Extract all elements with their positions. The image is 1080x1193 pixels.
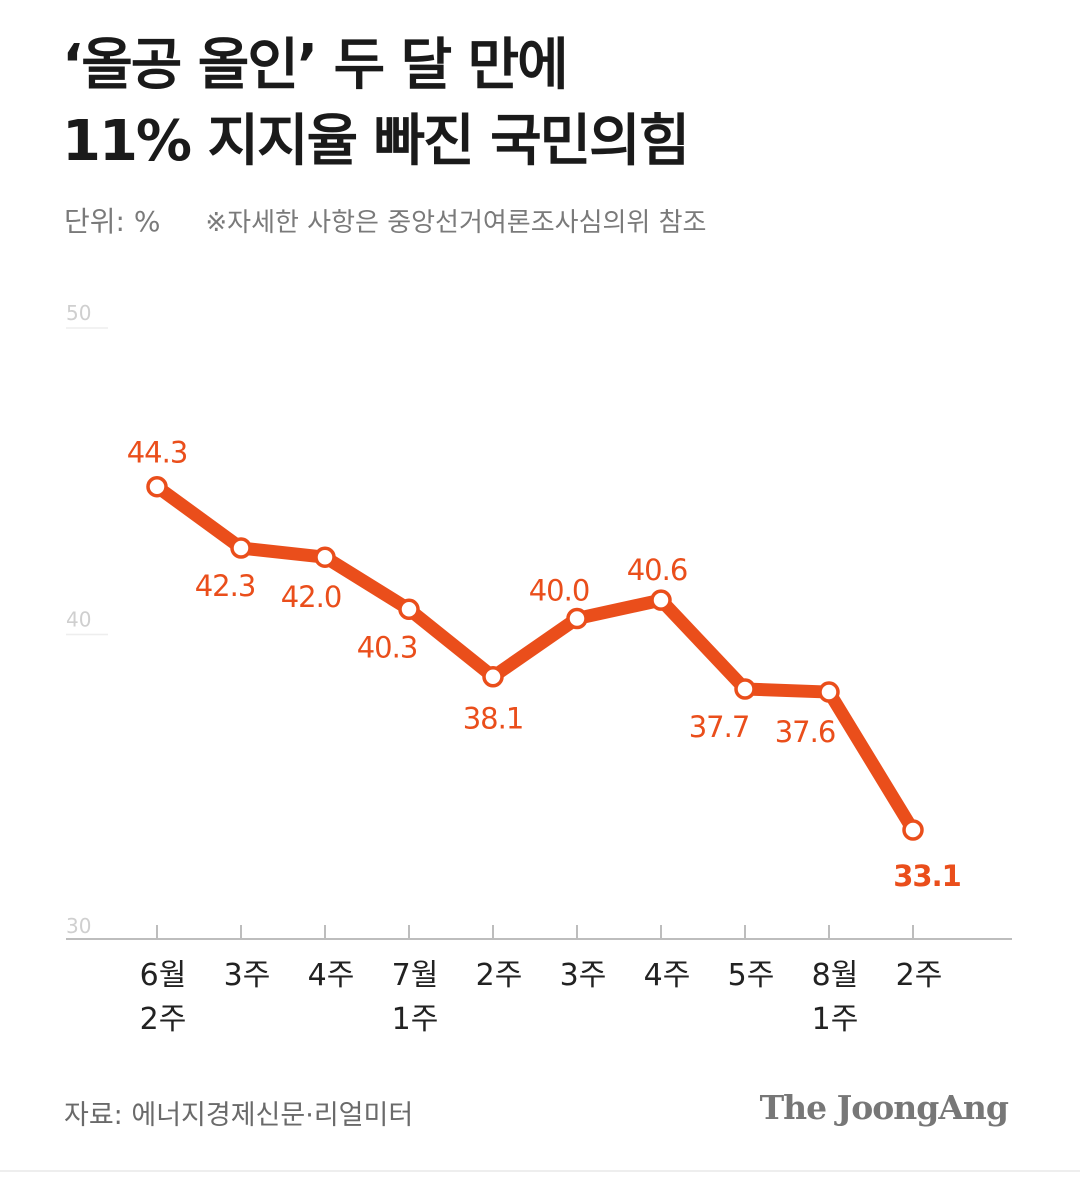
data-label: 42.0 — [281, 580, 342, 614]
x-tick-label: 6월 — [140, 958, 187, 993]
publisher-logo: The JoongAng — [759, 1088, 1009, 1127]
x-tick-label: 2주 — [896, 958, 943, 993]
data-point — [902, 819, 924, 841]
x-tick-label: 8월 — [812, 958, 859, 993]
data-label: 40.3 — [357, 630, 418, 664]
x-axis: 6월 2주 3주 4주 7월 1주 2주 3주 4주 5주 8월 1주 2주 — [140, 925, 943, 1037]
data-point — [566, 607, 588, 630]
x-tick-label: 7월 — [392, 958, 439, 993]
data-label: 44.3 — [127, 436, 188, 470]
x-tick-label: 2주 — [476, 958, 523, 993]
data-point — [314, 546, 336, 568]
y-tick-label: 50 — [66, 301, 91, 325]
x-tick-label: 3주 — [224, 958, 271, 993]
y-tick-label: 30 — [66, 914, 91, 938]
data-point — [482, 665, 504, 688]
data-points — [146, 475, 924, 841]
x-tick-label: 3주 — [560, 958, 607, 993]
x-tick-label: 4주 — [644, 958, 691, 993]
data-point — [818, 681, 840, 703]
data-point — [146, 475, 168, 498]
y-tick-label: 40 — [66, 608, 91, 632]
data-label: 37.6 — [775, 715, 836, 749]
chart-subtitle-row: 단위: % ※자세한 사항은 중앙선거여론조사심의위 참조 — [64, 200, 706, 240]
unit-label: 단위: % — [64, 205, 161, 238]
x-tick-label: 5주 — [728, 958, 775, 993]
x-tick-label: 1주 — [812, 1002, 859, 1037]
x-tick-label: 1주 — [392, 1002, 439, 1037]
data-label: 37.7 — [689, 710, 750, 744]
x-tick-label: 4주 — [308, 958, 355, 993]
data-label: 40.6 — [627, 553, 688, 587]
x-tick-label: 2주 — [140, 1002, 187, 1037]
data-labels: 44.3 42.3 42.0 40.3 38.1 40.0 40.6 37.7 37.6 33.1 — [127, 436, 962, 893]
data-label: 33.1 — [893, 859, 961, 893]
series-line — [150, 480, 920, 837]
data-point — [734, 678, 756, 700]
data-label: 38.1 — [463, 702, 524, 736]
source-credit: 자료: 에너지경제신문·리얼미터 — [64, 1100, 414, 1131]
line-chart: 30 40 50 6월 2주 3주 4주 7월 1주 2주 3주 4주 5주 8월 1주 2주 44.3 42… — [66, 301, 1012, 1037]
chart-title: ‘올공 올인’ 두 달 만에 11% 지지율 빠진 국민의힘 — [62, 28, 690, 180]
data-label: 40.0 — [529, 574, 590, 608]
title-line-2: 11% 지지율 빠진 국민의힘 — [62, 109, 690, 174]
data-point — [398, 598, 420, 621]
data-label: 42.3 — [195, 569, 256, 603]
data-point — [650, 589, 672, 611]
y-axis: 30 40 50 — [66, 301, 108, 938]
title-line-1: ‘올공 올인’ 두 달 만에 — [62, 33, 569, 98]
reference-note: ※자세한 사항은 중앙선거여론조사심의위 참조 — [205, 208, 707, 238]
data-point — [230, 537, 252, 559]
bottom-divider — [0, 1170, 1080, 1172]
